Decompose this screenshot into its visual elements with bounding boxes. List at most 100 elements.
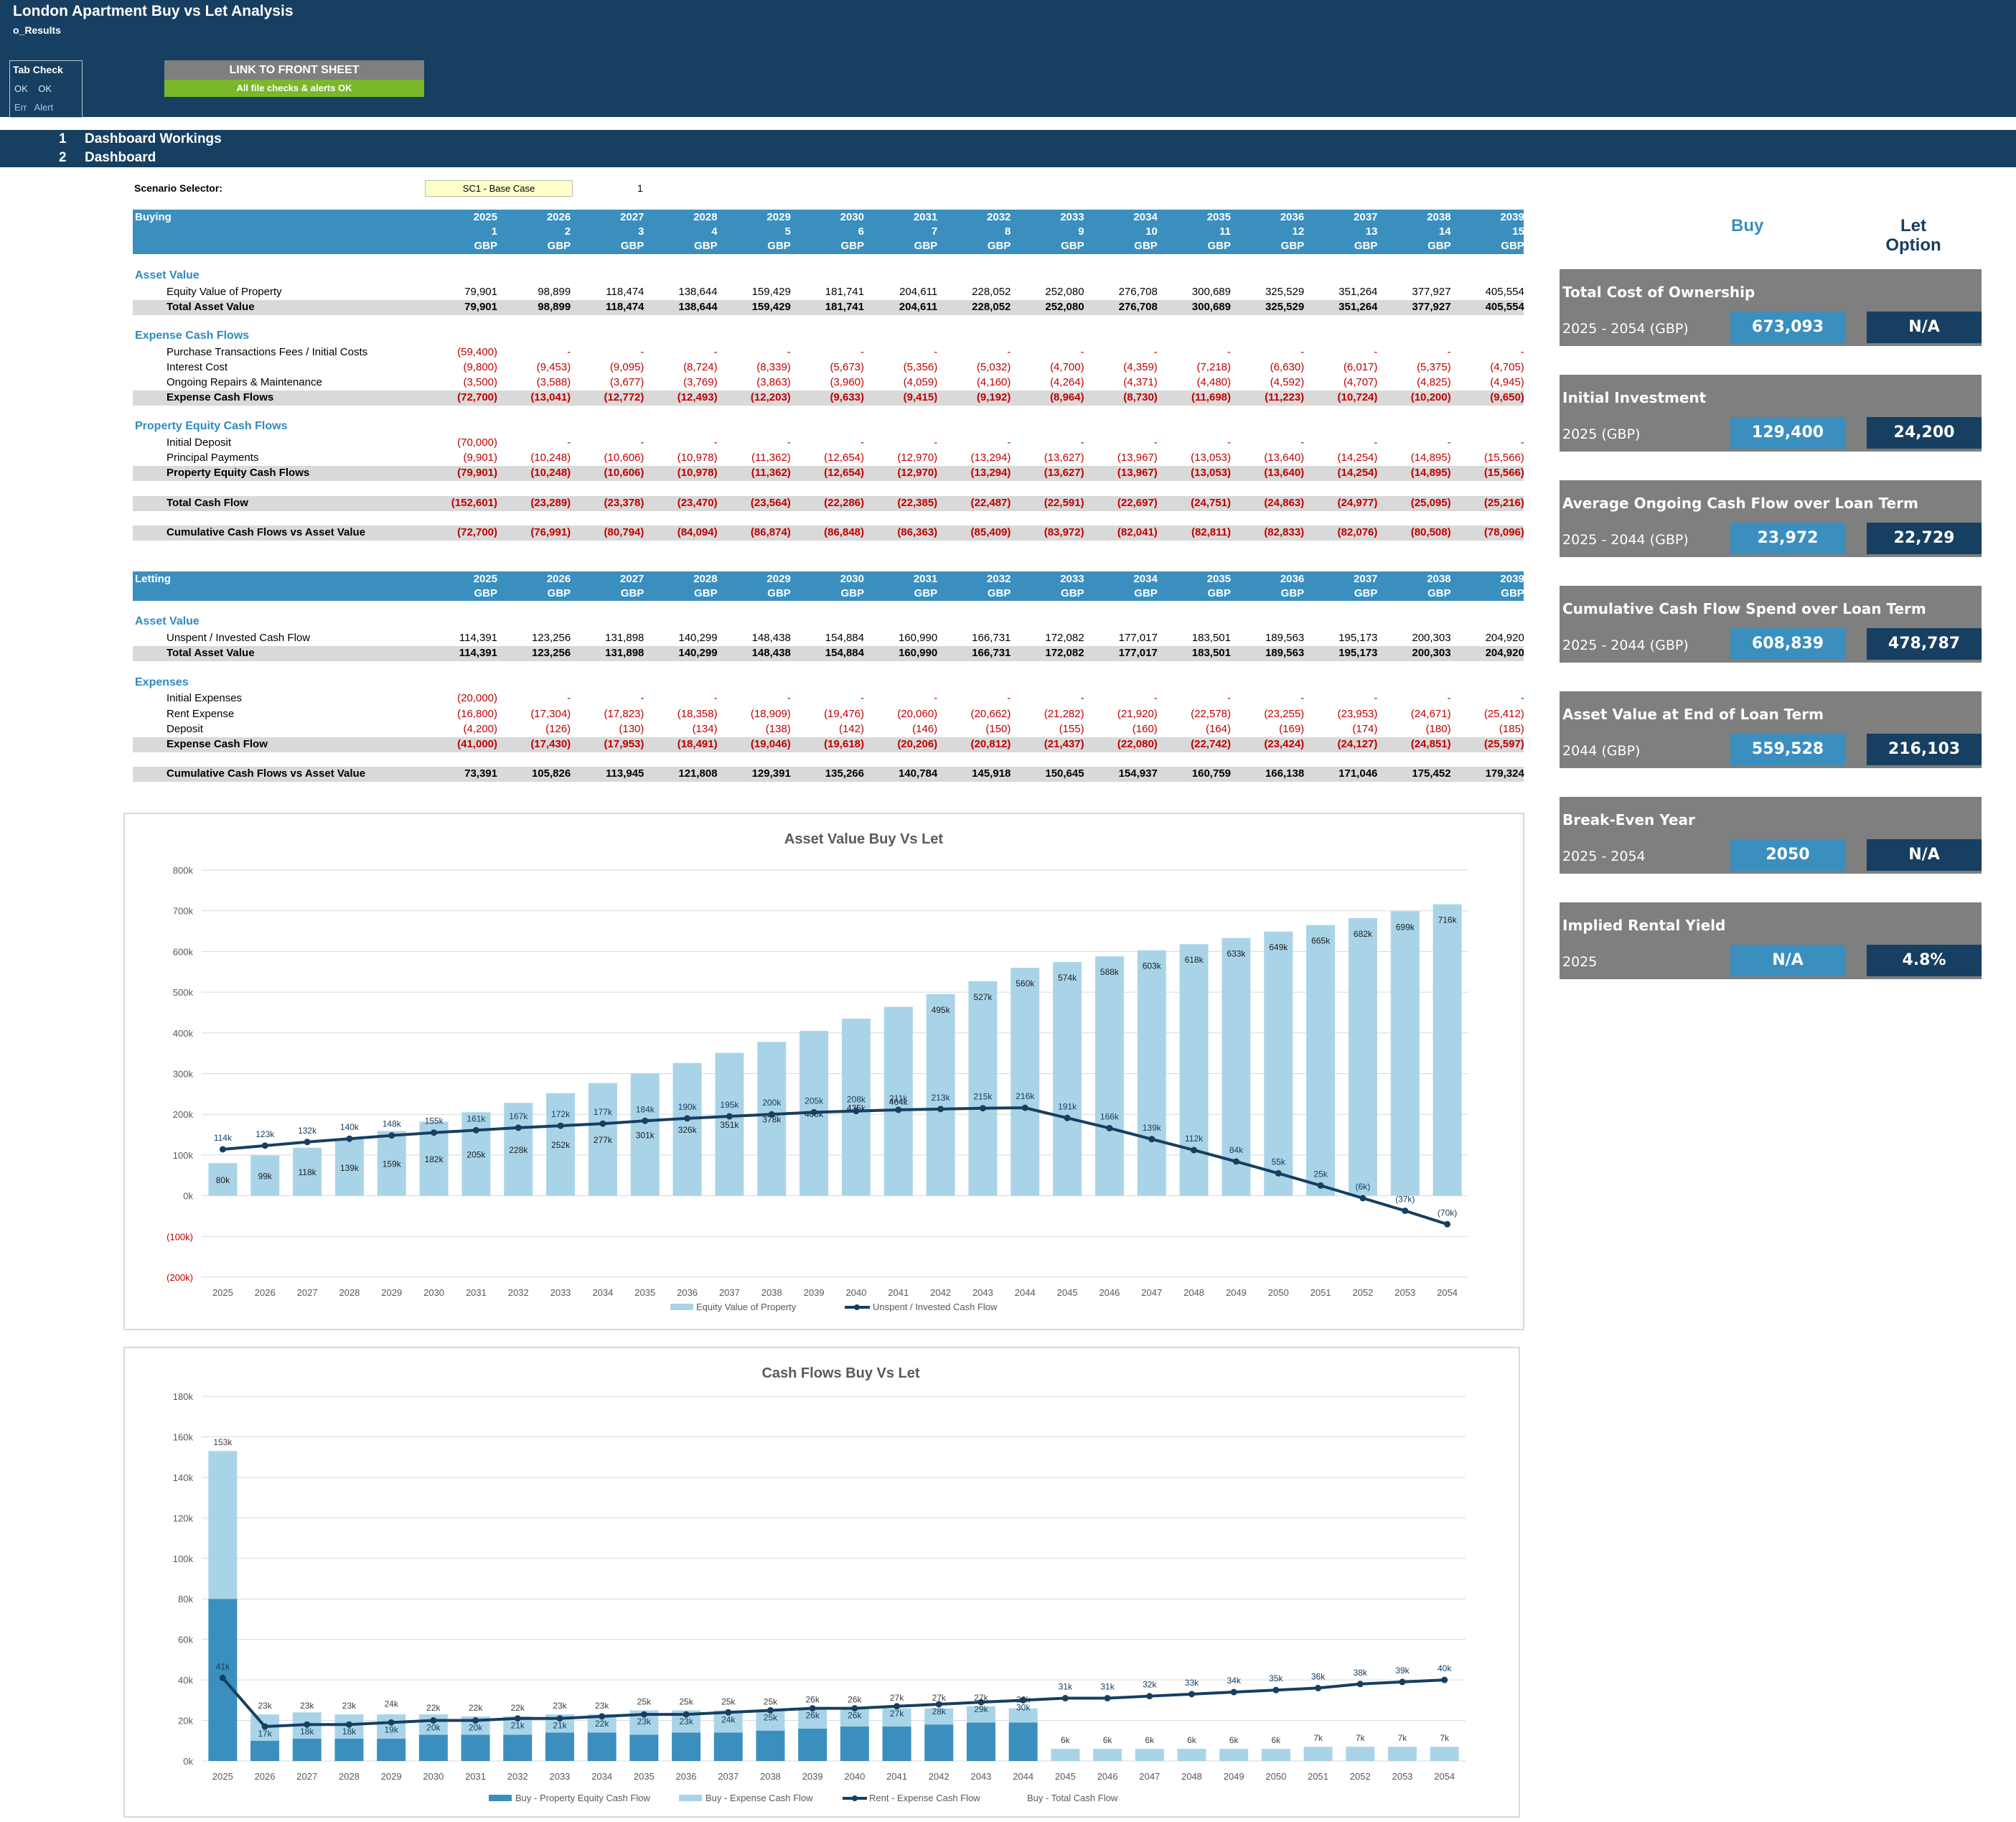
row-cell: (4,945) (1490, 376, 1524, 388)
kpi-period: 2025 (1562, 954, 1598, 970)
x-tick-label: 2035 (634, 1287, 655, 1298)
row-cell: (18,909) (750, 708, 791, 720)
y-tick-label: 600k (173, 946, 194, 957)
row-cell: - (787, 346, 791, 358)
line-rent-expense (221, 1676, 1445, 1729)
row-cell: (23,289) (530, 497, 571, 509)
line-data-label: 148k (383, 1119, 402, 1129)
line-data-label: 40k (1438, 1663, 1452, 1673)
kpi-let-value: N/A (1867, 312, 1982, 343)
unit-label: GBP (1061, 587, 1084, 599)
line-point (515, 1124, 522, 1131)
bar-property-equity (418, 1734, 448, 1761)
row-label: Cumulative Cash Flows vs Asset Value (167, 526, 366, 538)
kpi-let-header: Let Option (1885, 216, 1941, 255)
row-cell: (14,895) (1410, 467, 1451, 479)
row-cell: (24,127) (1337, 738, 1378, 750)
bar-expense (1093, 1749, 1122, 1761)
row-cell: (22,591) (1044, 497, 1084, 509)
letting-group-title: Expenses (135, 676, 189, 688)
line-point (1064, 1114, 1071, 1121)
year-label: 2031 (913, 573, 938, 585)
total-data-label: 23k (342, 1701, 357, 1711)
row-cell: (3,863) (756, 376, 791, 388)
bar-data-label: 301k (636, 1130, 655, 1140)
bar-data-label: 574k (1058, 973, 1077, 983)
row-cell: 177,017 (1118, 632, 1158, 644)
letting-column-header: 2028 GBP (646, 572, 717, 601)
row-cell: (80,794) (604, 526, 644, 538)
row-cell: (9,901) (463, 452, 497, 464)
row-cell: (15,566) (1483, 467, 1524, 479)
bar-expense (966, 1706, 995, 1723)
buying-group-title: Asset Value (135, 269, 200, 281)
row-cell: 351,264 (1338, 286, 1378, 298)
line-point (304, 1721, 311, 1728)
line-data-label: (37k) (1395, 1195, 1415, 1205)
kpi-buy-value: 559,528 (1730, 734, 1845, 765)
line-data-label: 41k (216, 1661, 230, 1671)
period-label: 12 (1292, 225, 1305, 238)
line-data-label: 20k (469, 1723, 483, 1733)
row-label: Purchase Transactions Fees / Initial Cos… (167, 346, 368, 358)
row-cell: (14,895) (1410, 452, 1451, 464)
buying-column-header: 2028 4 GBP (646, 210, 717, 253)
row-cell: (13,967) (1117, 452, 1158, 464)
kpi-card: Initial Investment 2025 (GBP) 129,400 24,20… (1560, 375, 1982, 452)
row-cell: (8,724) (683, 361, 718, 373)
year-label: 2033 (1060, 211, 1084, 223)
line-data-label: 190k (678, 1102, 698, 1112)
row-cell: (10,606) (604, 452, 644, 464)
period-label: 8 (1005, 225, 1011, 238)
line-data-label: 17k (258, 1729, 272, 1739)
tab-check-err: Err (14, 102, 27, 113)
row-cell: 405,554 (1485, 286, 1524, 298)
row-cell: (9,800) (463, 361, 497, 373)
line-data-label: 26k (848, 1711, 862, 1721)
section-dashboard-workings[interactable]: 1 Dashboard Workings (0, 130, 2016, 149)
line-point (514, 1715, 521, 1722)
row-cell: (3,677) (609, 376, 644, 388)
kpi-card: Cumulative Cash Flow Spend over Loan Ter… (1560, 586, 1982, 663)
total-data-label: 24k (384, 1699, 398, 1709)
line-point (1191, 1146, 1198, 1154)
y-tick-label: 100k (173, 1554, 194, 1564)
section-dashboard[interactable]: 2 Dashboard (0, 149, 2016, 167)
x-tick-label: 2037 (718, 1771, 739, 1782)
line-data-label: 39k (1395, 1666, 1410, 1676)
row-cell: (13,041) (530, 391, 571, 403)
row-cell: (13,627) (1044, 467, 1084, 479)
link-to-front-sheet-button[interactable]: LINK TO FRONT SHEET (164, 60, 424, 80)
row-cell: 166,731 (972, 647, 1011, 659)
total-data-label: 27k (890, 1693, 904, 1703)
row-cell: (23,255) (1264, 708, 1305, 720)
row-cell: (8,964) (1050, 391, 1084, 403)
total-data-label: 6k (1103, 1735, 1113, 1745)
bar-property-equity (545, 1732, 574, 1761)
bar-expense (756, 1710, 785, 1731)
file-checks-status: All file checks & alerts OK (164, 80, 424, 97)
scenario-selector-input[interactable]: SC1 - Base Case (425, 180, 573, 197)
year-label: 2036 (1280, 573, 1305, 585)
row-cell: 159,429 (751, 301, 791, 313)
line-data-label: 208k (847, 1095, 866, 1105)
y-tick-label: 20k (178, 1716, 193, 1727)
bar-data-label: 118k (299, 1167, 317, 1177)
line-point (1232, 1158, 1239, 1165)
unit-label: GBP (767, 587, 791, 599)
y-tick-label: 200k (173, 1109, 194, 1120)
row-cell: 177,017 (1118, 647, 1158, 659)
year-label: 2034 (1133, 211, 1158, 223)
line-data-label: 29k (974, 1704, 988, 1714)
bar-data-label: 633k (1227, 949, 1246, 959)
total-data-label: 25k (637, 1696, 652, 1706)
line-data-label: 27k (890, 1709, 904, 1719)
year-label: 2025 (473, 573, 497, 585)
buying-row: Initial Deposit (70,000) - - - - - - - - - - - - - - (133, 436, 1524, 451)
row-label: Rent Expense (167, 708, 235, 720)
row-cell: (82,041) (1117, 526, 1158, 538)
row-cell: 181,741 (825, 286, 864, 298)
line-point (1356, 1681, 1364, 1688)
unit-label: GBP (987, 587, 1011, 599)
letting-column-header: 2039 GBP (1453, 572, 1524, 601)
